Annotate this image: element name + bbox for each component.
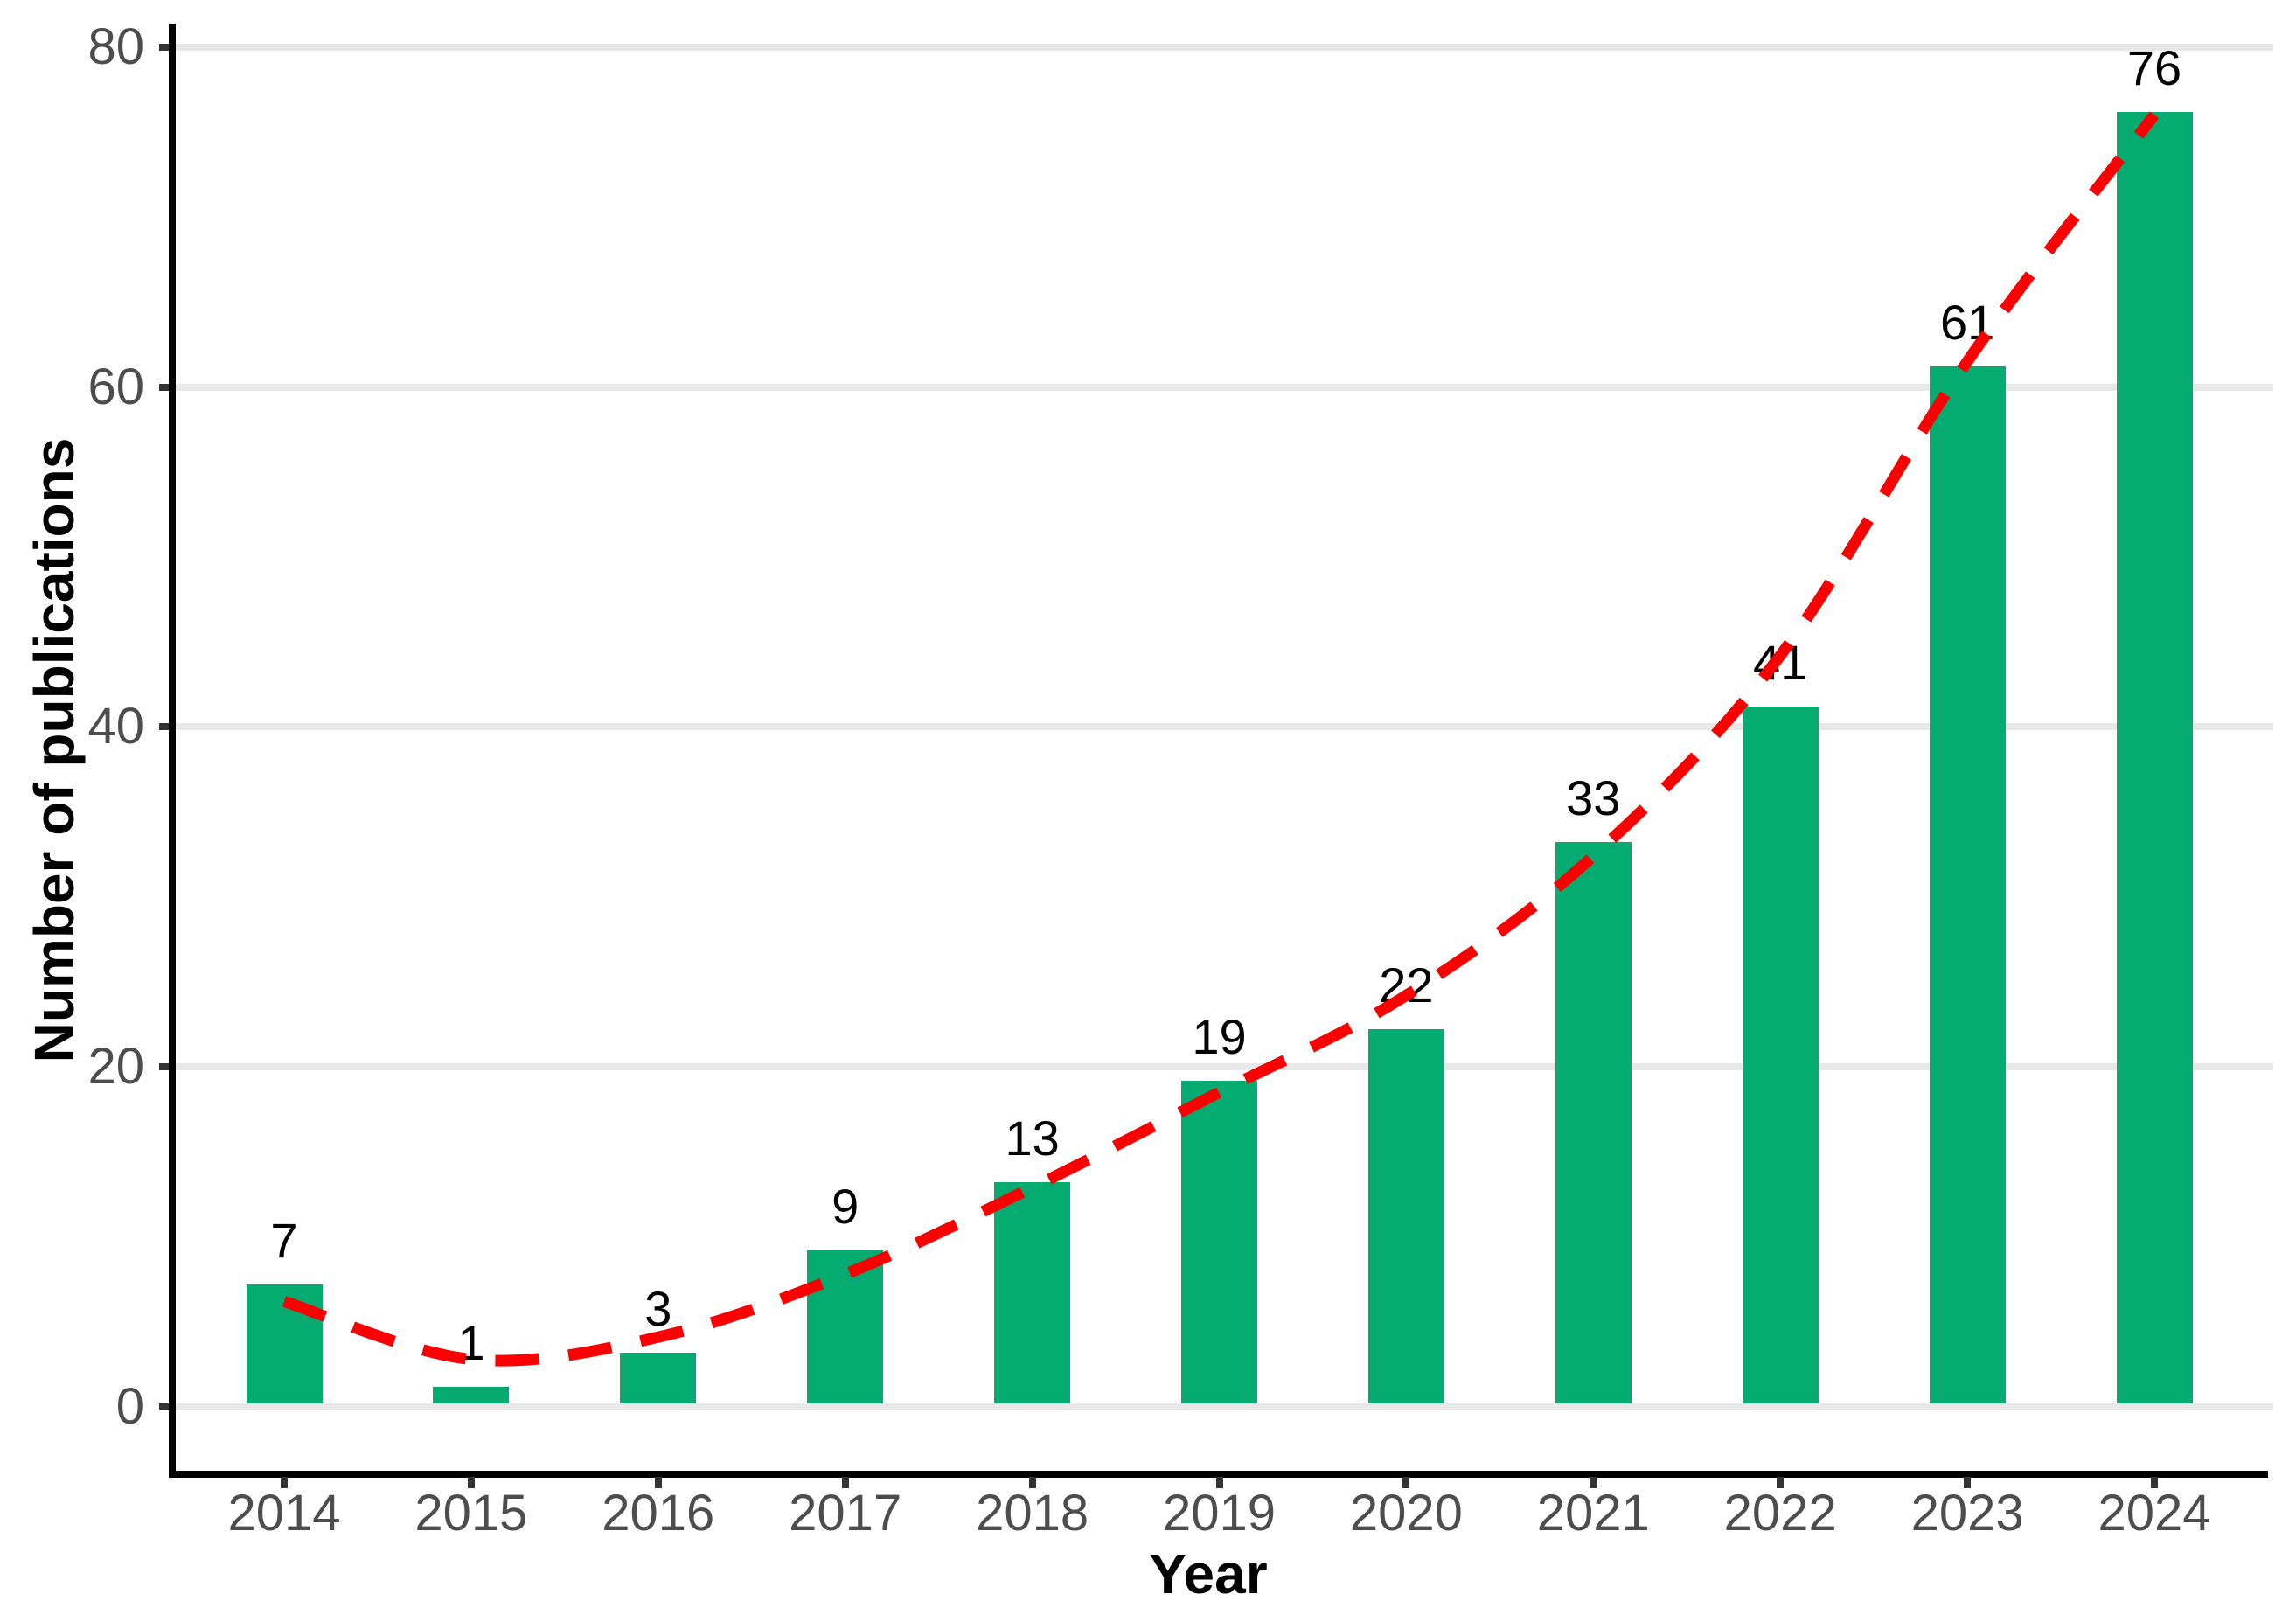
x-axis-tick [281,1477,288,1488]
x-tick-label: 2014 [227,1485,341,1542]
x-tick-label: 2022 [1723,1485,1837,1542]
bar-value-label: 76 [2126,39,2182,95]
y-axis-title: Number of publications [23,437,86,1063]
bar-2023 [1929,366,2006,1403]
bar-2022 [1742,706,1819,1403]
x-axis-tick [1215,1477,1223,1488]
y-axis-tick [159,1403,169,1410]
bar-value-label: 41 [1753,634,1808,690]
y-tick-label: 60 [87,358,144,415]
x-tick-label: 2024 [2098,1485,2211,1542]
bar-value-label: 22 [1379,957,1434,1013]
bar-value-label: 19 [1192,1008,1247,1064]
bar-2018 [994,1182,1071,1403]
x-axis-title: Year [1149,1542,1268,1605]
bar-2024 [2116,111,2193,1403]
bar-value-label: 9 [831,1179,859,1235]
bar-2017 [807,1250,884,1403]
x-tick-label: 2018 [976,1485,1089,1542]
bar-value-label: 61 [1939,295,1995,351]
x-tick-label: 2019 [1162,1485,1277,1542]
y-gridline [176,43,2273,51]
bar-2021 [1555,842,1632,1403]
x-tick-label: 2015 [414,1485,528,1542]
y-axis-tick [159,383,169,391]
y-axis-tick [159,43,169,51]
y-tick-label: 20 [87,1038,144,1096]
bar-2020 [1367,1029,1444,1403]
bar-2014 [246,1284,323,1403]
x-axis-tick [1402,1477,1410,1488]
y-axis-tick [159,723,169,731]
x-axis-tick [1028,1477,1036,1488]
bar-value-label: 3 [644,1280,672,1336]
y-tick-label: 40 [87,698,144,755]
x-axis-tick [467,1477,475,1488]
x-axis-line [169,1471,2268,1478]
bar-value-label: 13 [1005,1110,1060,1166]
x-axis-tick [1777,1477,1785,1488]
x-axis-tick [1964,1477,1972,1488]
y-gridline [176,1403,2273,1410]
x-tick-label: 2021 [1536,1485,1650,1542]
bar-value-label: 33 [1566,770,1621,826]
y-tick-label: 80 [87,17,144,75]
x-tick-label: 2016 [602,1485,715,1542]
bar-value-label: 7 [270,1212,298,1268]
x-tick-label: 2020 [1349,1485,1463,1542]
x-axis-tick [1590,1477,1597,1488]
y-axis-line [169,24,176,1477]
x-tick-label: 2023 [1910,1485,2024,1542]
bar-2015 [433,1386,510,1403]
x-axis-tick [654,1477,662,1488]
bar-value-label: 1 [457,1314,485,1370]
bar-2016 [620,1352,697,1403]
x-tick-label: 2017 [789,1485,902,1542]
x-axis-tick [2151,1477,2158,1488]
x-axis-tick [841,1477,849,1488]
y-tick-label: 0 [115,1378,144,1435]
y-axis-tick [159,1063,169,1071]
bar-2019 [1181,1080,1257,1403]
